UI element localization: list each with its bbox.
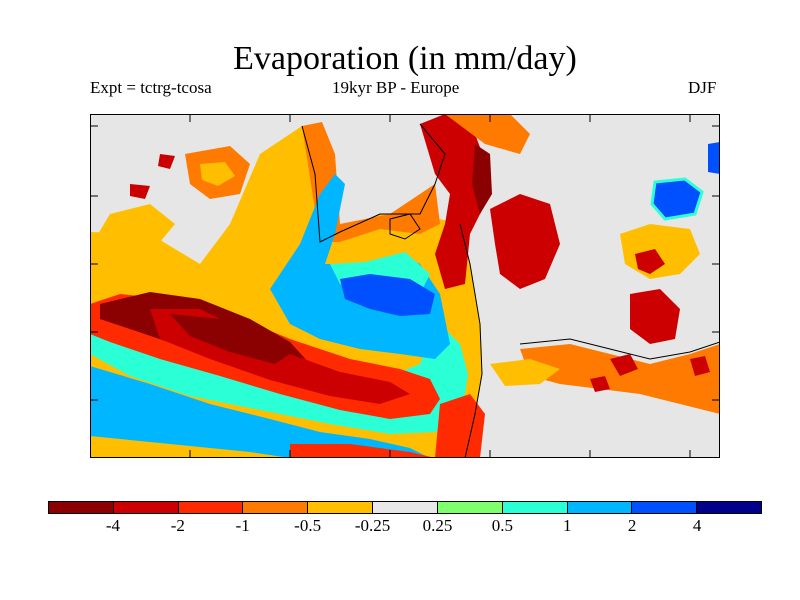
colorbar-labels: -4 -2 -1 -0.5 -0.25 0.25 0.5 1 2 4: [48, 516, 762, 540]
colorbar-box-3: [243, 502, 309, 513]
evaporation-map: [90, 114, 720, 458]
colorbar-box-1: [113, 502, 179, 513]
southwest-orange-strip: [90, 436, 290, 458]
west-red-dots: [130, 154, 175, 199]
colorbar-label: 0.5: [491, 516, 513, 535]
colorbar-box-10: [697, 502, 761, 513]
black-sea-red: [630, 289, 680, 344]
greenland-yellow-patch: [200, 162, 235, 186]
west-yellow-patch: [95, 204, 175, 254]
east-red: [635, 249, 665, 274]
colorbar-label: 0.25: [422, 516, 453, 535]
season-label: DJF: [688, 78, 717, 97]
southwest-red-edge: [290, 444, 435, 458]
iberia-coast-red: [435, 394, 485, 458]
ocean-blue-core: [340, 274, 435, 316]
ocean-dark-red-core-2: [170, 314, 290, 364]
colorbar-label: 2: [627, 516, 637, 535]
colorbar-box-9: [632, 502, 698, 513]
colorbar: [48, 501, 762, 514]
experiment-label: Expt = tctrg-tcosa: [90, 78, 212, 97]
north-sea-orange: [445, 114, 530, 154]
colorbar-box-7: [502, 502, 568, 513]
southwest-blue-band: [90, 366, 430, 458]
mediterranean-yellow: [490, 359, 560, 386]
colorbar-box-4: [308, 502, 374, 513]
colorbar-box-0: [49, 502, 114, 513]
region-label: 19kyr BP - Europe: [332, 78, 460, 97]
mediterranean-orange: [520, 344, 720, 414]
colorbar-label: 4: [692, 516, 702, 535]
colorbar-label: -1: [235, 516, 250, 535]
colorbar-box-2: [178, 502, 244, 513]
scandinavia-red: [420, 114, 490, 289]
scandinavia-dark-red: [472, 144, 492, 214]
coastline-north: [301, 123, 446, 243]
coastline-med: [519, 338, 720, 360]
chart-title: Evaporation (in mm/day): [233, 40, 577, 77]
colorbar-label: -0.5: [294, 516, 322, 535]
coastline-iceland: [389, 213, 421, 240]
colorbar-label: -0.25: [354, 516, 391, 535]
east-blue-patch: [652, 179, 702, 219]
map-ticks: [90, 114, 720, 458]
east-aqua-rim: [650, 177, 704, 221]
colorbar-box-8: [567, 502, 633, 513]
map-frame: [90, 114, 720, 458]
east-blue-patch-2: [708, 142, 720, 174]
colorbar-box-6: [437, 502, 503, 513]
baltic-red: [490, 194, 560, 289]
mediterranean-red-spots: [590, 354, 710, 392]
map-canvas: [90, 114, 720, 458]
colorbar-label: -2: [170, 516, 185, 535]
coastline-europe: [459, 223, 483, 458]
colorbar-label: 1: [563, 516, 572, 535]
colorbar-label: -4: [105, 516, 120, 535]
colorbar-box-5: [373, 502, 438, 513]
